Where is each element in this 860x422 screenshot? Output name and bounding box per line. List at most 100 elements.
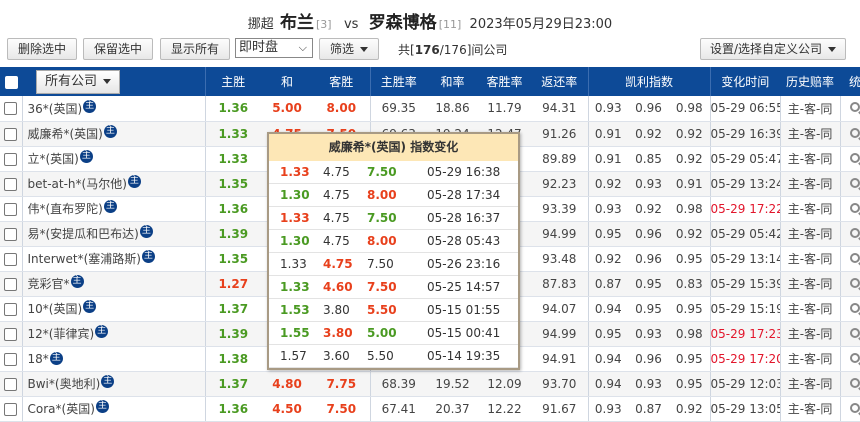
search-icon[interactable]	[850, 152, 860, 163]
row-select-cell[interactable]	[0, 346, 22, 372]
company-name[interactable]: Bwi*(奥地利)	[27, 377, 101, 391]
search-icon[interactable]	[850, 402, 860, 413]
row-checkbox[interactable]	[4, 127, 18, 141]
company-filter-dropdown[interactable]: 所有公司	[36, 69, 121, 94]
row-checkbox[interactable]	[4, 277, 18, 291]
search-icon[interactable]	[850, 177, 860, 188]
row-select-cell[interactable]	[0, 171, 22, 197]
stats-cell[interactable]	[839, 321, 860, 347]
select-all-checkbox[interactable]	[4, 75, 18, 89]
history-odds-link[interactable]: 主-客-同	[779, 96, 841, 122]
search-icon[interactable]	[850, 252, 860, 263]
odds-draw: 4.80	[261, 371, 313, 397]
row-select-cell[interactable]	[0, 246, 22, 272]
row-select-cell[interactable]	[0, 196, 22, 222]
company-name[interactable]: 易*(安提瓜和巴布达)	[27, 227, 139, 241]
row-checkbox[interactable]	[4, 202, 18, 216]
show-all-button[interactable]: 显示所有	[160, 38, 230, 60]
search-icon[interactable]	[850, 352, 860, 363]
row-checkbox[interactable]	[4, 352, 18, 366]
search-icon[interactable]	[850, 302, 860, 313]
stats-cell[interactable]	[839, 146, 860, 172]
popup-time: 05-26 23:16	[427, 257, 501, 271]
stats-cell[interactable]	[839, 121, 860, 147]
odds-home: 1.33	[204, 146, 261, 172]
history-odds-link[interactable]: 主-客-同	[779, 171, 841, 197]
search-icon[interactable]	[850, 102, 860, 113]
company-name[interactable]: 立*(英国)	[27, 152, 79, 166]
search-icon[interactable]	[850, 377, 860, 388]
history-odds-link[interactable]: 主-客-同	[779, 396, 841, 422]
company-name[interactable]: 12*(菲律宾)	[27, 327, 95, 341]
stats-cell[interactable]	[839, 196, 860, 222]
row-checkbox[interactable]	[4, 252, 18, 266]
company-name[interactable]: 36*(英国)	[27, 101, 83, 116]
row-select-cell[interactable]	[0, 396, 22, 422]
company-name[interactable]: Interwet*(塞浦路斯)	[27, 252, 141, 266]
company-name[interactable]: bet-at-h*(马尔他)	[27, 177, 127, 191]
row-checkbox[interactable]	[4, 327, 18, 341]
row-select-cell[interactable]	[0, 296, 22, 322]
away-team[interactable]: 罗森博格	[368, 13, 437, 33]
kelly-0: 0.93	[587, 396, 628, 422]
stats-cell[interactable]	[839, 271, 860, 297]
delete-selected-button[interactable]: 删除选中	[7, 38, 77, 60]
search-icon[interactable]	[850, 277, 860, 288]
stats-cell[interactable]	[839, 371, 860, 397]
row-checkbox[interactable]	[4, 302, 18, 316]
odds-type-select[interactable]: 即时盘 ⌵	[235, 38, 313, 58]
kelly-1: 0.95	[628, 296, 669, 322]
stats-cell[interactable]	[839, 171, 860, 197]
history-odds-link[interactable]: 主-客-同	[779, 296, 841, 322]
col-change-time: 变化时间	[709, 67, 781, 96]
row-select-cell[interactable]	[0, 146, 22, 172]
stats-cell[interactable]	[839, 296, 860, 322]
company-name[interactable]: 10*(英国)	[27, 302, 83, 316]
keep-selected-button[interactable]: 保留选中	[83, 38, 153, 60]
kelly-2: 0.98	[669, 96, 711, 122]
select-all-header[interactable]	[0, 67, 22, 96]
row-checkbox[interactable]	[4, 152, 18, 166]
history-odds-link[interactable]: 主-客-同	[779, 121, 841, 147]
search-icon[interactable]	[850, 327, 860, 338]
stats-cell[interactable]	[839, 221, 860, 247]
kelly-1: 0.93	[628, 371, 669, 397]
row-select-cell[interactable]	[0, 271, 22, 297]
company-name[interactable]: 威廉希*(英国)	[27, 127, 103, 141]
history-odds-link[interactable]: 主-客-同	[779, 146, 841, 172]
row-checkbox[interactable]	[4, 227, 18, 241]
company-name[interactable]: 18*	[27, 351, 49, 366]
history-odds-link[interactable]: 主-客-同	[779, 321, 841, 347]
history-odds-link[interactable]: 主-客-同	[779, 346, 841, 372]
search-icon[interactable]	[850, 202, 860, 213]
history-odds-link[interactable]: 主-客-同	[779, 271, 841, 297]
stats-cell[interactable]	[839, 246, 860, 272]
odds-home: 1.39	[204, 321, 261, 347]
row-checkbox[interactable]	[4, 102, 18, 116]
row-checkbox[interactable]	[4, 177, 18, 191]
home-team[interactable]: 布兰	[279, 13, 314, 33]
row-checkbox[interactable]	[4, 402, 18, 416]
row-select-cell[interactable]	[0, 121, 22, 147]
company-name[interactable]: 竞彩官*	[27, 277, 70, 291]
row-select-cell[interactable]	[0, 96, 22, 122]
stats-cell[interactable]	[839, 396, 860, 422]
history-odds-link[interactable]: 主-客-同	[779, 246, 841, 272]
odds-home: 1.33	[204, 121, 261, 147]
row-select-cell[interactable]	[0, 371, 22, 397]
stats-cell[interactable]	[839, 96, 860, 122]
company-name[interactable]: 伟*(直布罗陀)	[27, 202, 103, 216]
history-odds-link[interactable]: 主-客-同	[779, 371, 841, 397]
row-checkbox[interactable]	[4, 377, 18, 391]
search-icon[interactable]	[850, 227, 860, 238]
table-row: Bwi*(奥地利) 主 1.37 4.80 7.75 68.39 19.52 12.09 93.…	[0, 371, 860, 397]
filter-button[interactable]: 筛选	[319, 38, 379, 60]
search-icon[interactable]	[850, 127, 860, 138]
stats-cell[interactable]	[839, 346, 860, 372]
history-odds-link[interactable]: 主-客-同	[779, 221, 841, 247]
row-select-cell[interactable]	[0, 221, 22, 247]
row-select-cell[interactable]	[0, 321, 22, 347]
history-odds-link[interactable]: 主-客-同	[779, 196, 841, 222]
custom-company-button[interactable]: 设置/选择自定义公司	[700, 38, 846, 60]
company-name[interactable]: Cora*(英国)	[27, 402, 95, 416]
